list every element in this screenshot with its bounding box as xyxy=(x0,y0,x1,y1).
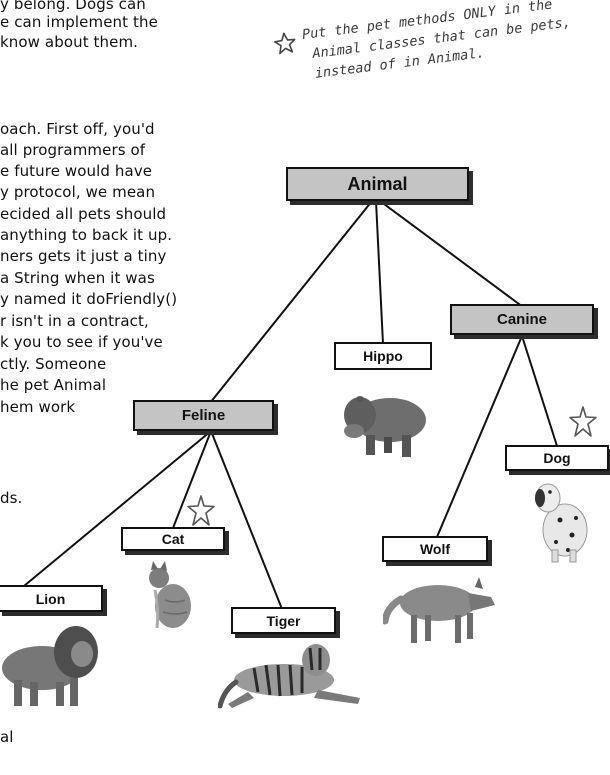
node-dog: Dog xyxy=(505,445,609,471)
node-hippo: Hippo xyxy=(334,342,432,370)
node-label: Animal xyxy=(347,174,407,195)
node-label: Cat xyxy=(162,531,185,547)
node-label: Feline xyxy=(182,407,225,424)
tiger-image xyxy=(218,640,363,712)
node-tiger: Tiger xyxy=(231,607,336,634)
node-feline: Feline xyxy=(133,400,274,431)
node-label: Wolf xyxy=(420,541,450,557)
node-animal: Animal xyxy=(286,167,469,201)
hippo-image xyxy=(340,385,430,465)
edge-animal-feline xyxy=(210,201,372,403)
node-label: Hippo xyxy=(363,348,403,364)
edge-canine-wolf xyxy=(437,336,522,537)
dog-image xyxy=(530,480,600,565)
node-lion: Lion xyxy=(0,585,103,612)
edge-animal-hippo xyxy=(376,201,383,344)
pet-star-icon xyxy=(568,405,598,439)
node-label: Canine xyxy=(497,311,547,328)
pet-star-icon xyxy=(186,494,216,528)
node-label: Tiger xyxy=(267,613,301,629)
node-label: Dog xyxy=(543,450,570,466)
cat-image xyxy=(145,560,195,632)
node-cat: Cat xyxy=(121,527,225,551)
wolf-image xyxy=(383,573,498,648)
edge-canine-dog xyxy=(522,336,557,446)
node-wolf: Wolf xyxy=(382,536,488,562)
lion-image xyxy=(0,620,100,708)
node-label: Lion xyxy=(36,591,66,607)
edge-animal-canine xyxy=(380,201,523,307)
node-canine: Canine xyxy=(450,304,594,335)
edge-feline-tiger xyxy=(211,431,282,609)
